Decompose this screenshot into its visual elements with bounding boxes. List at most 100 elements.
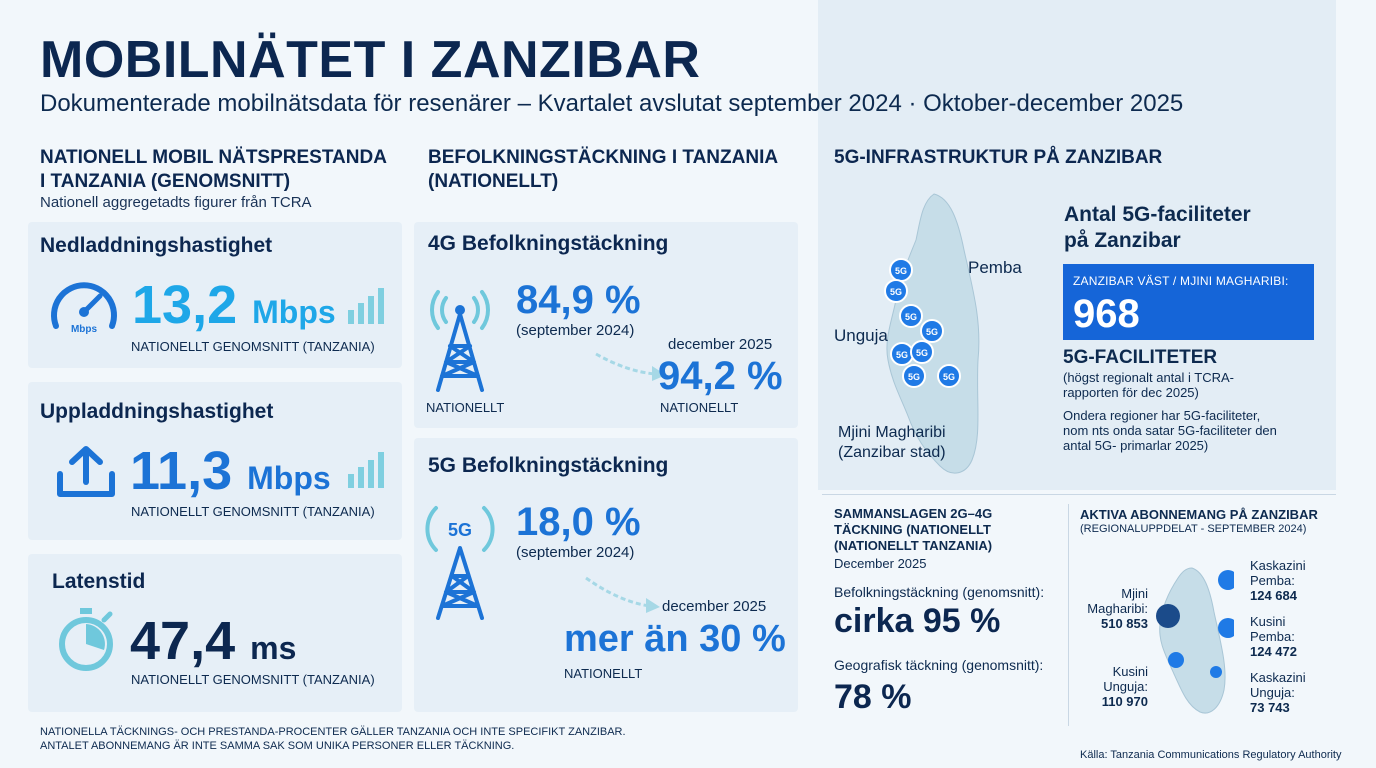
heading-line: NATIONELL MOBIL NÄTSPRESTANDA: [40, 147, 387, 168]
region-mjini-magharibi: Mjini Magharibi: 510 853: [1080, 586, 1148, 631]
download-unit: Mbps: [252, 294, 336, 330]
5g-marker: 5G: [920, 319, 944, 343]
facilities-heading: 5G-FACILITETER: [1063, 347, 1218, 368]
signal-bars-icon: [348, 452, 384, 488]
facility-count-title: Antal 5G-faciliteter på Zanzibar: [1064, 202, 1251, 254]
5g-date-2024: (september 2024): [516, 544, 635, 561]
upload-number: 11,3: [130, 441, 233, 501]
heading-line: (NATIONELLT): [428, 171, 559, 192]
note-line: antal 5G- primarlar 2025): [1063, 438, 1209, 453]
region-bubble-kusini-unguja: [1168, 652, 1184, 668]
region-value: 510 853: [1101, 616, 1148, 631]
page-title: MOBILNÄTET I ZANZIBAR: [40, 31, 701, 89]
svg-text:5G: 5G: [896, 350, 908, 360]
latency-unit: ms: [250, 630, 297, 666]
note-line: nom nts onda satar 5G-faciliteter den: [1063, 423, 1277, 438]
region-name: Kusini: [1250, 614, 1286, 629]
region-name: Unguja:: [1103, 679, 1148, 694]
footer-note-1: NATIONELLA TÄCKNINGS- OCH PRESTANDA-PROC…: [40, 726, 626, 738]
5g-marker: 5G: [899, 304, 923, 328]
region-kaskazini-pemba: Kaskazini Pemba: 124 684: [1250, 558, 1306, 603]
4g-value-2024: 84,9 %: [516, 278, 641, 322]
trend-arrow-icon: [585, 576, 660, 613]
upload-value: 11,3 Mbps: [130, 444, 331, 498]
facility-count-badge: ZANZIBAR VÄST / MJINI MAGHARIBI: 968: [1063, 264, 1314, 340]
note-line: (högst regionalt antal i TCRA-: [1063, 370, 1235, 385]
footer-source: Källa: Tanzania Communications Regulator…: [1080, 749, 1342, 761]
cell-tower-icon: [430, 290, 490, 392]
region-name: Kusini: [1112, 664, 1148, 679]
map-label-unguja: Unguja: [834, 326, 888, 345]
combined-coverage-heading: SAMMANSLAGEN 2G–4G TÄCKNING (NATIONELLT …: [834, 506, 992, 554]
latency-card: Latenstid 47,4 ms NATIONELLT GENOMSNITT …: [28, 554, 402, 712]
divider: [822, 494, 1336, 495]
trend-arrow-icon: [595, 352, 666, 381]
combined-geo-value: 78 %: [834, 678, 912, 716]
combined-geo-label: Geografisk täckning (genomsnitt):: [834, 657, 1044, 673]
region-name: Magharibi:: [1087, 601, 1148, 616]
download-note: NATIONELLT GENOMSNITT (TANZANIA): [131, 339, 375, 354]
svg-text:5G: 5G: [908, 372, 920, 382]
map-label-pemba: Pemba: [968, 258, 1022, 277]
download-value: 13,2 Mbps: [132, 278, 336, 332]
download-number: 13,2: [132, 275, 238, 335]
upload-unit: Mbps: [247, 460, 331, 496]
map-label-line: Mjini Magharibi: [838, 424, 946, 441]
region-name: Pemba:: [1250, 573, 1295, 588]
4g-label: 4G Befolkningstäckning: [428, 232, 669, 255]
5g-tower-label: 5G: [448, 520, 472, 540]
region-name: Kaskazini: [1250, 558, 1306, 573]
combined-pop-value: cirka 95 %: [834, 602, 1001, 640]
facilities-note: (högst regionalt antal i TCRA- rapporten…: [1063, 370, 1234, 400]
speedometer-label: Mbps: [71, 324, 98, 335]
subscriptions-heading: AKTIVA ABONNEMANG PÅ ZANZIBAR: [1080, 507, 1318, 522]
svg-text:5G: 5G: [890, 287, 902, 297]
national-performance-subheading: Nationell aggregetadts figurer från TCRA: [40, 194, 312, 211]
region-name: Kaskazini: [1250, 670, 1306, 685]
divider: [1068, 504, 1069, 726]
combined-date: December 2025: [834, 556, 927, 571]
heading-line: BEFOLKNINGSTÄCKNING I TANZANIA: [428, 147, 779, 168]
svg-text:5G: 5G: [916, 348, 928, 358]
svg-text:5G: 5G: [926, 327, 938, 337]
other-regions-note: Ondera regioner har 5G-faciliteter, nom …: [1063, 408, 1277, 453]
5g-site-markers: 5G 5G 5G 5G 5G 5G 5G 5G: [884, 258, 961, 388]
title-line: på Zanzibar: [1064, 229, 1181, 252]
latency-note: NATIONELLT GENOMSNITT (TANZANIA): [131, 672, 375, 687]
heading-line: SAMMANSLAGEN 2G–4G: [834, 506, 993, 521]
download-label: Nedladdningshastighet: [40, 234, 273, 257]
title-line: Antal 5G-faciliteter: [1064, 203, 1251, 226]
4g-scope-right: NATIONELLT: [660, 400, 739, 415]
region-name: Pemba:: [1250, 629, 1295, 644]
region-value: 124 684: [1250, 588, 1297, 603]
region-value: 124 472: [1250, 644, 1297, 659]
5g-tower-icon: 5G: [425, 506, 495, 620]
upload-label: Uppladdningshastighet: [40, 400, 274, 423]
4g-scope-left: NATIONELLT: [426, 400, 505, 415]
svg-text:5G: 5G: [905, 312, 917, 322]
region-name: Mjini: [1121, 586, 1148, 601]
5g-value-2025: mer än 30 %: [564, 618, 786, 660]
upload-icon: [57, 446, 115, 497]
footer-note-2: ANTALET ABONNEMANG ÄR INTE SAMMA SAK SOM…: [40, 740, 515, 752]
region-value: 110 970: [1101, 694, 1148, 709]
region-bubble-kusini-pemba: [1218, 618, 1234, 638]
5g-marker: 5G: [889, 258, 913, 282]
4g-date-2025: december 2025: [668, 336, 773, 353]
stopwatch-icon: [59, 608, 113, 671]
signal-bars-icon: [348, 288, 384, 324]
subscriptions-island-map: [1156, 567, 1234, 714]
svg-text:5G: 5G: [895, 266, 907, 276]
4g-value-2025: 94,2 %: [658, 354, 783, 398]
region-bubble-mjini-magharibi: [1156, 604, 1180, 628]
latency-number: 47,4: [130, 611, 236, 671]
region-kusini-unguja: Kusini Unguja: 110 970: [1080, 664, 1148, 709]
region-name: Unguja:: [1250, 685, 1295, 700]
region-value: 73 743: [1250, 700, 1290, 715]
latency-label: Latenstid: [52, 570, 146, 593]
population-coverage-heading: BEFOLKNINGSTÄCKNING I TANZANIA (NATIONEL…: [428, 146, 778, 194]
region-kaskazini-unguja: Kaskazini Unguja: 73 743: [1250, 670, 1306, 715]
heading-line: (NATIONELLT TANZANIA): [834, 538, 993, 553]
combined-pop-label: Befolkningstäckning (genomsnitt):: [834, 584, 1045, 600]
region-bubble-kaskazini-pemba: [1218, 570, 1234, 590]
